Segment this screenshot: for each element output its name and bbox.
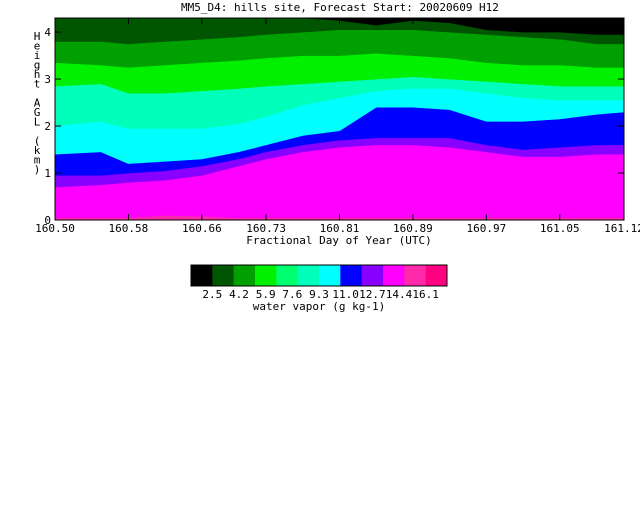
y-tick-label: 1 xyxy=(44,167,51,180)
y-label-char: m xyxy=(34,154,41,167)
x-tick-label: 160.81 xyxy=(320,222,360,235)
y-label-char: g xyxy=(34,59,41,72)
colorbar-swatch xyxy=(212,265,235,286)
colorbar-swatch xyxy=(276,265,299,286)
y-label-char: h xyxy=(34,68,41,81)
colorbar-tick-label: 14.4 xyxy=(386,288,413,301)
x-tick-label: 160.97 xyxy=(466,222,506,235)
y-label-char: ) xyxy=(34,163,41,176)
colorbar-tick-label: 9.3 xyxy=(309,288,329,301)
colorbar-tick-label: 7.6 xyxy=(282,288,302,301)
plot-area: 160.50 160.58 160.66 160.73 160.81 160.89 160.… xyxy=(35,17,640,235)
x-tick-label: 160.89 xyxy=(393,222,433,235)
x-tick-label: 161.05 xyxy=(540,222,580,235)
y-label-char: e xyxy=(34,40,41,53)
colorbar-tick-label: 11.0 xyxy=(332,288,359,301)
x-tick-label: 160.50 xyxy=(35,222,75,235)
colorbar-swatch xyxy=(191,265,213,286)
colorbar-swatch xyxy=(383,265,405,286)
colorbar-swatch xyxy=(404,265,427,286)
colorbar-swatch xyxy=(255,265,277,286)
colorbar-swatch xyxy=(425,265,448,286)
colorbar-frame xyxy=(190,264,448,287)
colorbar-legend: 2.5 4.2 5.9 7.6 9.3 11.0 12.7 14.4 16.1 xyxy=(190,264,448,301)
colorbar-tick-label: 2.5 xyxy=(202,288,222,301)
colorbar-label: water vapor (g kg-1) xyxy=(253,300,385,313)
y-label-char: ( xyxy=(34,135,41,148)
y-tick-label: 2 xyxy=(44,120,51,133)
colorbar-tick-label: 16.1 xyxy=(412,288,439,301)
y-tick-label: 4 xyxy=(44,26,51,39)
y-label-char: L xyxy=(34,116,41,129)
colorbar-swatch xyxy=(297,265,320,286)
y-label-char: k xyxy=(34,144,41,157)
y-label-char: i xyxy=(34,49,41,62)
y-tick-label: 3 xyxy=(44,73,51,86)
y-tick-label: 0 xyxy=(44,214,51,227)
colorbar-tick-label: 5.9 xyxy=(256,288,276,301)
colorbar-tick-label: 12.7 xyxy=(359,288,386,301)
colorbar-swatch xyxy=(319,265,341,286)
colorbar-swatch xyxy=(340,265,363,286)
colorbar-tick-label: 4.2 xyxy=(229,288,249,301)
x-tick-label: 160.58 xyxy=(109,222,149,235)
x-tick-label: 160.73 xyxy=(246,222,286,235)
y-label-char: H xyxy=(34,30,41,43)
y-label-char: G xyxy=(34,106,41,119)
x-tick-label: 161.12 xyxy=(604,222,640,235)
colorbar-swatch xyxy=(233,265,256,286)
y-label-char: t xyxy=(34,78,41,91)
x-tick-label: 160.66 xyxy=(182,222,222,235)
y-label-char: A xyxy=(34,97,41,110)
colorbar-swatch xyxy=(361,265,384,286)
chart-title: MM5_D4: hills site, Forecast Start: 2002… xyxy=(181,1,499,14)
x-axis-label: Fractional Day of Year (UTC) xyxy=(246,234,431,247)
